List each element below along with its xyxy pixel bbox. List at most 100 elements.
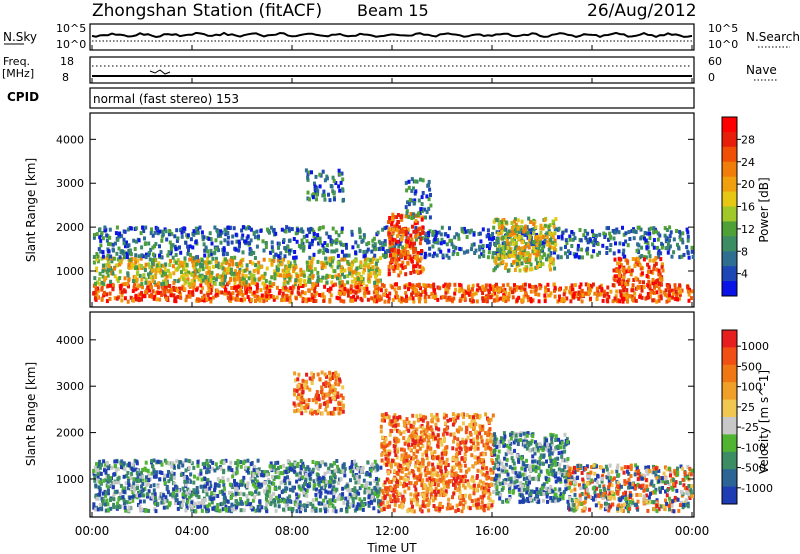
echo-cell — [343, 473, 347, 478]
echo-cell — [231, 262, 235, 267]
echo-cell — [517, 230, 521, 234]
echo-cell — [203, 275, 207, 279]
echo-cell — [378, 269, 382, 274]
echo-cell — [223, 278, 227, 283]
echo-cell — [553, 246, 556, 251]
echo-cell — [523, 287, 527, 292]
echo-cell — [181, 472, 185, 476]
echo-cell — [347, 504, 351, 509]
echo-cell — [431, 254, 435, 259]
echo-cell — [686, 284, 690, 289]
echo-cell — [601, 298, 605, 303]
echo-cell — [132, 481, 136, 486]
echo-cell — [241, 276, 245, 281]
echo-cell — [151, 492, 155, 497]
echo-cell — [504, 227, 508, 232]
echo-cell — [198, 298, 202, 303]
echo-cell — [426, 183, 430, 188]
echo-cell — [131, 498, 135, 503]
echo-cell — [428, 187, 432, 192]
echo-cell — [206, 461, 209, 466]
echo-cell — [353, 284, 357, 289]
echo-cell — [350, 279, 354, 284]
echo-cell — [418, 504, 422, 509]
echo-cell — [654, 229, 658, 234]
echo-cell — [404, 232, 408, 236]
echo-cell — [481, 291, 485, 295]
echo-cell — [510, 221, 514, 225]
echo-cell — [174, 260, 178, 265]
echo-cell — [592, 249, 596, 254]
echo-cell — [257, 508, 261, 513]
echo-cell — [332, 485, 336, 490]
echo-cell — [181, 284, 185, 289]
echo-cell — [239, 464, 243, 469]
echo-cell — [505, 231, 509, 236]
echo-cell — [624, 281, 628, 286]
echo-cell — [173, 259, 177, 264]
echo-cell — [186, 233, 190, 238]
echo-cell — [361, 507, 365, 512]
echo-cell — [501, 259, 505, 264]
echo-cell — [547, 238, 551, 243]
echo-cell — [133, 282, 137, 287]
echo-cell — [602, 293, 606, 298]
echo-cell — [299, 293, 303, 298]
echo-cell — [183, 263, 187, 268]
echo-cell — [553, 294, 557, 299]
echo-cell — [270, 261, 274, 266]
echo-cell — [255, 479, 259, 484]
echo-cell — [425, 194, 429, 199]
echo-cell — [489, 417, 493, 422]
echo-cell — [661, 268, 665, 273]
echo-cell — [134, 294, 138, 299]
echo-cell — [374, 484, 378, 489]
echo-cell — [383, 292, 387, 297]
echo-cell — [573, 283, 577, 288]
echo-cell — [165, 487, 169, 492]
echo-cell — [236, 290, 240, 295]
echo-cell — [284, 287, 288, 292]
echo-cell — [389, 236, 393, 241]
echo-cell — [435, 230, 439, 235]
echo-cell — [102, 263, 105, 268]
echo-cell — [640, 295, 644, 300]
echo-cell — [495, 236, 499, 241]
echo-cell — [191, 259, 195, 264]
echo-cell — [426, 421, 430, 426]
echo-cell — [535, 265, 539, 270]
echo-cell — [144, 225, 148, 230]
echo-cell — [479, 287, 483, 292]
echo-cell — [526, 242, 530, 247]
echo-cell — [115, 505, 119, 510]
echo-cell — [255, 282, 259, 287]
echo-cell — [618, 276, 622, 281]
echo-cell — [458, 289, 462, 294]
echo-cell — [471, 422, 475, 427]
echo-cell — [244, 500, 248, 505]
echo-cell — [405, 244, 409, 249]
echo-cell — [216, 503, 220, 507]
echo-cell — [240, 236, 244, 241]
echo-cell — [191, 292, 195, 297]
echo-cell — [442, 284, 446, 289]
echo-cell — [613, 230, 617, 235]
echo-cell — [486, 255, 490, 260]
echo-cell — [262, 248, 266, 253]
echo-cell — [371, 265, 375, 270]
echo-cell — [315, 197, 318, 202]
echo-cell — [380, 282, 384, 287]
echo-cell — [513, 217, 517, 222]
echo-cell — [456, 508, 460, 512]
echo-cell — [225, 270, 229, 275]
echo-cell — [219, 274, 223, 279]
echo-cell — [229, 296, 233, 301]
echo-cell — [217, 265, 221, 270]
echo-cell — [225, 252, 229, 256]
echo-cell — [101, 499, 105, 504]
echo-cell — [211, 264, 215, 269]
echo-cell — [281, 497, 284, 502]
echo-cell — [358, 497, 362, 502]
echo-cell — [324, 509, 327, 514]
echo-cell — [588, 291, 591, 296]
